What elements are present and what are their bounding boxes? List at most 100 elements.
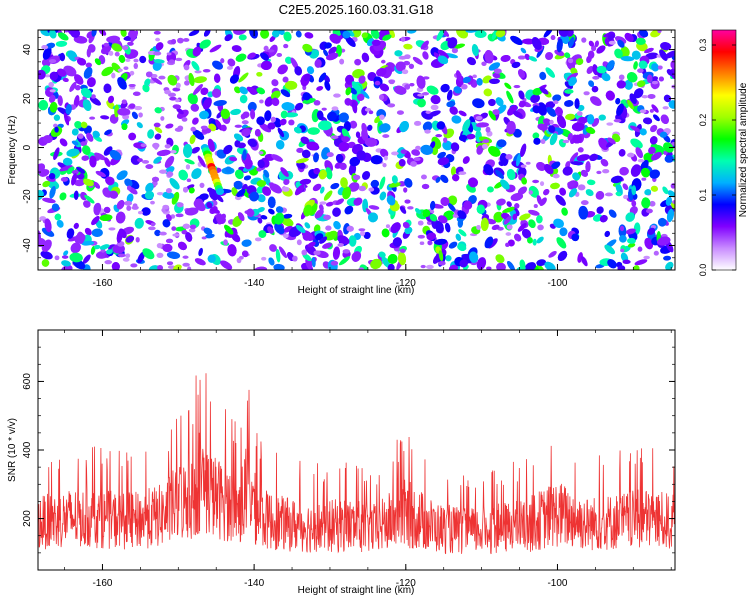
heatmap-cell <box>185 232 193 242</box>
heatmap-cell <box>458 229 467 237</box>
heatmap-cell <box>651 104 659 113</box>
heatmap-cell <box>280 89 291 98</box>
heatmap-cell <box>39 169 50 177</box>
heatmap-cell <box>260 30 270 39</box>
heatmap-cell <box>145 71 153 78</box>
heatmap-cell <box>392 237 402 247</box>
heatmap-cell <box>249 30 258 39</box>
heatmap-cell <box>81 155 90 161</box>
heatmap-cell <box>620 248 625 253</box>
heatmap-cell <box>303 204 313 217</box>
heatmap-cell <box>422 209 431 218</box>
heatmap-cell <box>476 204 486 214</box>
heatmap-cell <box>77 57 87 66</box>
heatmap-cell <box>422 92 429 96</box>
heatmap-cell <box>162 219 171 228</box>
heatmap-cell <box>566 72 579 81</box>
heatmap-cell <box>306 66 315 75</box>
heatmap-cell <box>49 59 57 64</box>
heatmap-cell <box>38 99 49 111</box>
heatmap-cell <box>108 50 114 56</box>
heatmap-cell <box>283 178 290 185</box>
heatmap-cell <box>279 118 287 126</box>
heatmap-cell <box>493 68 502 74</box>
heatmap-cell <box>117 68 123 72</box>
heatmap-cell <box>325 167 333 180</box>
heatmap-cell <box>124 178 133 187</box>
heatmap-cell <box>133 58 139 63</box>
snr-x-axis: -160 -140 -120 -100 <box>64 330 672 589</box>
heatmap-cell <box>359 88 370 99</box>
heatmap-cell <box>358 267 364 270</box>
heatmap-cell <box>130 263 138 268</box>
heatmap-cell <box>527 237 533 244</box>
heatmap-cell <box>283 43 289 49</box>
heatmap-cell <box>506 120 516 135</box>
heatmap-cell <box>496 262 506 270</box>
heatmap-cell <box>668 100 675 109</box>
heatmap-cell <box>343 222 350 235</box>
heatmap-cell <box>54 255 60 261</box>
heatmap-cell <box>213 73 221 83</box>
heatmap-cell <box>264 110 272 122</box>
heatmap-cell <box>269 183 282 194</box>
y-tick-label: 0 <box>22 144 33 150</box>
heatmap-cell <box>193 76 207 84</box>
heatmap-cell <box>49 71 59 81</box>
heatmap-cell <box>427 240 433 246</box>
heatmap-cell <box>445 222 451 233</box>
heatmap-cell <box>421 183 430 190</box>
heatmap-cell <box>659 131 668 138</box>
heatmap-cell <box>73 35 88 44</box>
heatmap-cell <box>331 106 339 111</box>
heatmap-cell <box>151 176 160 183</box>
heatmap-cell <box>300 136 310 145</box>
heatmap-cell <box>89 96 101 106</box>
heatmap-cell <box>657 217 667 227</box>
heatmap-cell <box>568 37 575 48</box>
heatmap-cell <box>506 224 513 230</box>
heatmap-cell <box>567 133 573 141</box>
heatmap-cell <box>648 146 656 155</box>
heatmap-cell <box>481 143 488 149</box>
heatmap-cell <box>368 110 374 115</box>
heatmap-cell <box>625 212 635 222</box>
heatmap-cell <box>274 212 285 225</box>
heatmap-cell <box>419 241 425 245</box>
snr-trace <box>38 373 675 555</box>
heatmap-cell <box>326 152 334 158</box>
heatmap-cell <box>257 194 266 203</box>
heatmap-cell <box>190 103 199 112</box>
heatmap-cell <box>533 204 538 208</box>
heatmap-cell <box>450 142 460 152</box>
heatmap-cell <box>83 178 94 187</box>
heatmap-cell <box>444 53 458 59</box>
heatmap-cell <box>437 55 449 65</box>
heatmap-cell <box>476 224 481 231</box>
heatmap-cell <box>592 75 600 80</box>
heatmap-cell <box>108 227 116 231</box>
heatmap-cell <box>616 103 624 116</box>
heatmap-cell <box>280 110 288 119</box>
heatmap-cell <box>520 47 527 54</box>
heatmap-cell <box>171 226 177 231</box>
heatmap-cell <box>476 145 484 155</box>
heatmap-cell <box>416 75 426 89</box>
heatmap-cell <box>361 170 371 180</box>
heatmap-cell <box>641 95 649 99</box>
heatmap-cell <box>636 80 646 88</box>
heatmap-cell <box>202 97 212 110</box>
heatmap-cell <box>430 104 439 110</box>
heatmap-cell <box>111 43 123 52</box>
heatmap-cell <box>41 58 51 68</box>
heatmap-cell <box>164 144 171 149</box>
heatmap-cell <box>429 213 437 222</box>
heatmap-cell <box>125 235 135 243</box>
heatmap-cell <box>337 235 350 245</box>
heatmap-cell <box>326 52 339 61</box>
heatmap-cell <box>130 155 141 165</box>
heatmap-cell <box>42 46 52 60</box>
heatmap-cell <box>564 52 571 59</box>
heatmap-cell <box>393 85 407 95</box>
heatmap-cell <box>486 266 492 270</box>
